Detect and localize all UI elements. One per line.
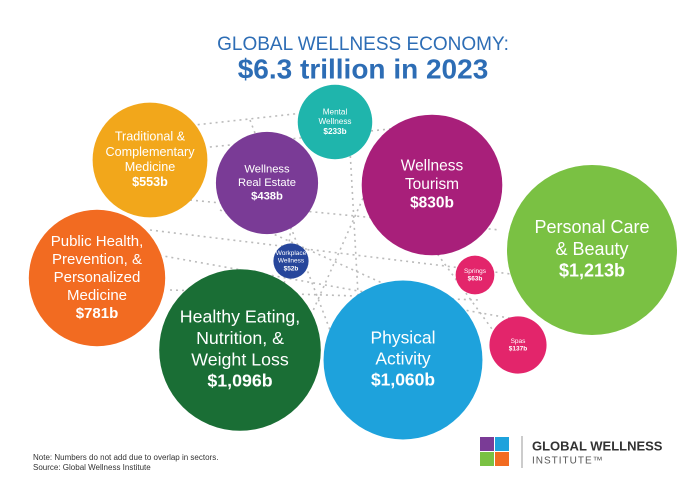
value-label: $52b [284,266,299,273]
bubble-label: & Beauty [555,239,628,259]
bubble [215,131,319,235]
value-label: $233b [323,127,346,136]
bubble-label: Real Estate [238,177,296,189]
logo-text: INSTITUTE™ [532,456,604,467]
bubble [455,255,495,295]
bubble-label: Personalized [54,269,141,286]
bubble-label: Traditional & [115,130,186,144]
value-label: $1,096b [207,371,272,391]
bubble-label: Healthy Eating, [180,307,300,327]
bubble-label: Wellness [278,258,305,265]
note: Source: Global Wellness Institute [33,463,151,472]
bubble-label: Medicine [67,287,127,304]
value-label: $63b [468,276,483,283]
logo-text: GLOBAL WELLNESS [532,438,663,453]
note: Note: Numbers do not add due to overlap … [33,453,218,462]
bubble-label: Tourism [405,176,459,193]
bubble-label: Wellness [401,158,464,175]
bubble [28,209,166,347]
bubble [273,243,309,279]
bubble [297,84,373,160]
bubble-label: Spas [511,338,527,345]
bubble-label: Medicine [125,160,175,174]
subtitle: $6.3 trillion in 2023 [238,53,489,84]
bubble-label: Springs [464,268,487,275]
bubble [92,102,208,218]
bubble-label: Activity [375,349,431,369]
bubble-label: Physical [370,328,435,348]
logo-mark [480,436,523,468]
value-label: $137b [509,346,527,353]
bubble-label: Public Health, [51,233,144,250]
bubble-label: Weight Loss [191,349,289,369]
bubble [489,316,547,374]
bubble [159,269,321,431]
value-label: $553b [132,175,168,189]
bubble-label: Nutrition, & [196,328,284,348]
bubble-label: Workplace [276,250,307,257]
bubble-label: Prevention, & [52,251,142,268]
value-label: $1,213b [559,260,625,280]
bubble-label: Complementary [106,145,196,159]
bubble [323,280,483,440]
bubble [507,165,677,335]
value-label: $438b [251,190,283,202]
value-label: $1,060b [371,370,435,390]
bubble [361,114,503,256]
bubble-label: Wellness [244,163,290,175]
value-label: $830b [410,195,454,212]
title: GLOBAL WELLNESS ECONOMY: [217,34,509,55]
value-label: $781b [76,305,119,322]
bubble-label: Wellness [318,117,351,126]
bubble-label: Mental [323,107,348,116]
bubble-label: Personal Care [534,217,649,237]
